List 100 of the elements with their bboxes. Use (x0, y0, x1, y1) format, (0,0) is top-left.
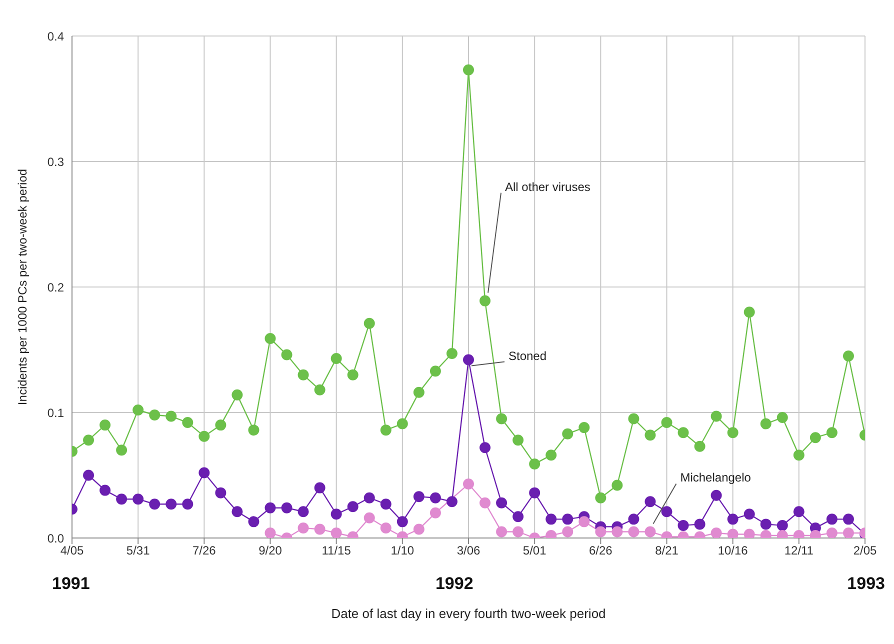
point (793, 506, 804, 518)
point (166, 410, 177, 422)
point (678, 520, 689, 531)
point (562, 526, 574, 538)
point (694, 518, 706, 530)
point (480, 442, 491, 454)
point (578, 516, 590, 528)
point (512, 511, 524, 522)
point (330, 353, 342, 364)
point (744, 528, 755, 538)
x-tick-label: 6/26 (588, 544, 613, 558)
point (496, 526, 508, 538)
point (678, 427, 689, 438)
point (100, 420, 111, 431)
point (710, 527, 722, 538)
point (182, 417, 194, 428)
point (661, 506, 672, 518)
point (463, 64, 474, 76)
point (314, 524, 326, 535)
text: All other viruses (505, 180, 590, 194)
point (562, 428, 574, 440)
point (264, 332, 276, 344)
x-tick-label: 1/10 (390, 544, 414, 558)
point (446, 496, 458, 508)
point (380, 424, 392, 436)
point (480, 497, 491, 508)
x-tick-label: 12/11 (784, 544, 814, 558)
point (710, 490, 722, 501)
point (100, 484, 111, 496)
point (793, 450, 804, 461)
y-tick-label: 0.2 (47, 280, 64, 294)
point (727, 514, 738, 525)
text: Stoned (508, 348, 547, 363)
point (330, 508, 342, 520)
point (149, 410, 160, 421)
point (232, 506, 243, 518)
point (546, 450, 557, 461)
point (562, 514, 574, 525)
point (413, 491, 424, 502)
x-tick-label: 9/20 (258, 544, 282, 558)
point (232, 389, 243, 400)
y-tick-label: 0.1 (47, 406, 64, 420)
point (496, 413, 508, 424)
point (496, 497, 508, 508)
point (776, 412, 788, 424)
point (529, 487, 540, 498)
point (298, 506, 309, 518)
point (760, 518, 772, 530)
point (396, 516, 408, 528)
point (842, 350, 854, 362)
point (463, 478, 474, 490)
point (826, 514, 838, 525)
point (776, 520, 788, 531)
x-tick-label: 4/05 (60, 544, 84, 558)
point (595, 492, 606, 504)
point (463, 354, 474, 366)
point (430, 492, 441, 504)
point (380, 522, 392, 534)
point (826, 427, 838, 438)
point (182, 498, 194, 510)
y-tick-label: 0.0 (47, 531, 64, 546)
point (330, 527, 342, 538)
point (628, 526, 640, 538)
point (710, 410, 722, 422)
x-tick-label: 5/01 (522, 544, 547, 558)
point (446, 348, 458, 360)
point (595, 526, 606, 538)
point (512, 526, 524, 538)
point (264, 527, 276, 538)
point (760, 418, 772, 430)
x-tick-label: 5/31 (126, 544, 150, 558)
point (149, 498, 160, 510)
point (842, 514, 854, 525)
point (298, 522, 309, 534)
point (298, 369, 309, 380)
point (661, 417, 672, 428)
point (628, 514, 640, 525)
point (198, 430, 210, 442)
x-tick-label: 2/05 (853, 544, 877, 558)
point (744, 306, 755, 318)
x-tick-label: 8/21 (655, 544, 679, 558)
point (215, 420, 226, 431)
point (413, 524, 424, 535)
point (644, 526, 656, 538)
point (727, 528, 738, 538)
point (529, 458, 540, 470)
point (281, 502, 292, 514)
point (612, 480, 623, 491)
point (380, 498, 392, 510)
text: 1992 (435, 574, 474, 594)
y-tick-label: 0.3 (47, 154, 64, 169)
point (644, 496, 656, 508)
point (198, 467, 210, 478)
point (364, 512, 375, 524)
x-tick-label: 11/15 (322, 544, 352, 558)
x-tick-label: 7/26 (192, 544, 216, 558)
point (248, 516, 260, 528)
point (248, 424, 260, 436)
y-tick-label: 0.4 (47, 29, 64, 44)
point (396, 418, 408, 430)
